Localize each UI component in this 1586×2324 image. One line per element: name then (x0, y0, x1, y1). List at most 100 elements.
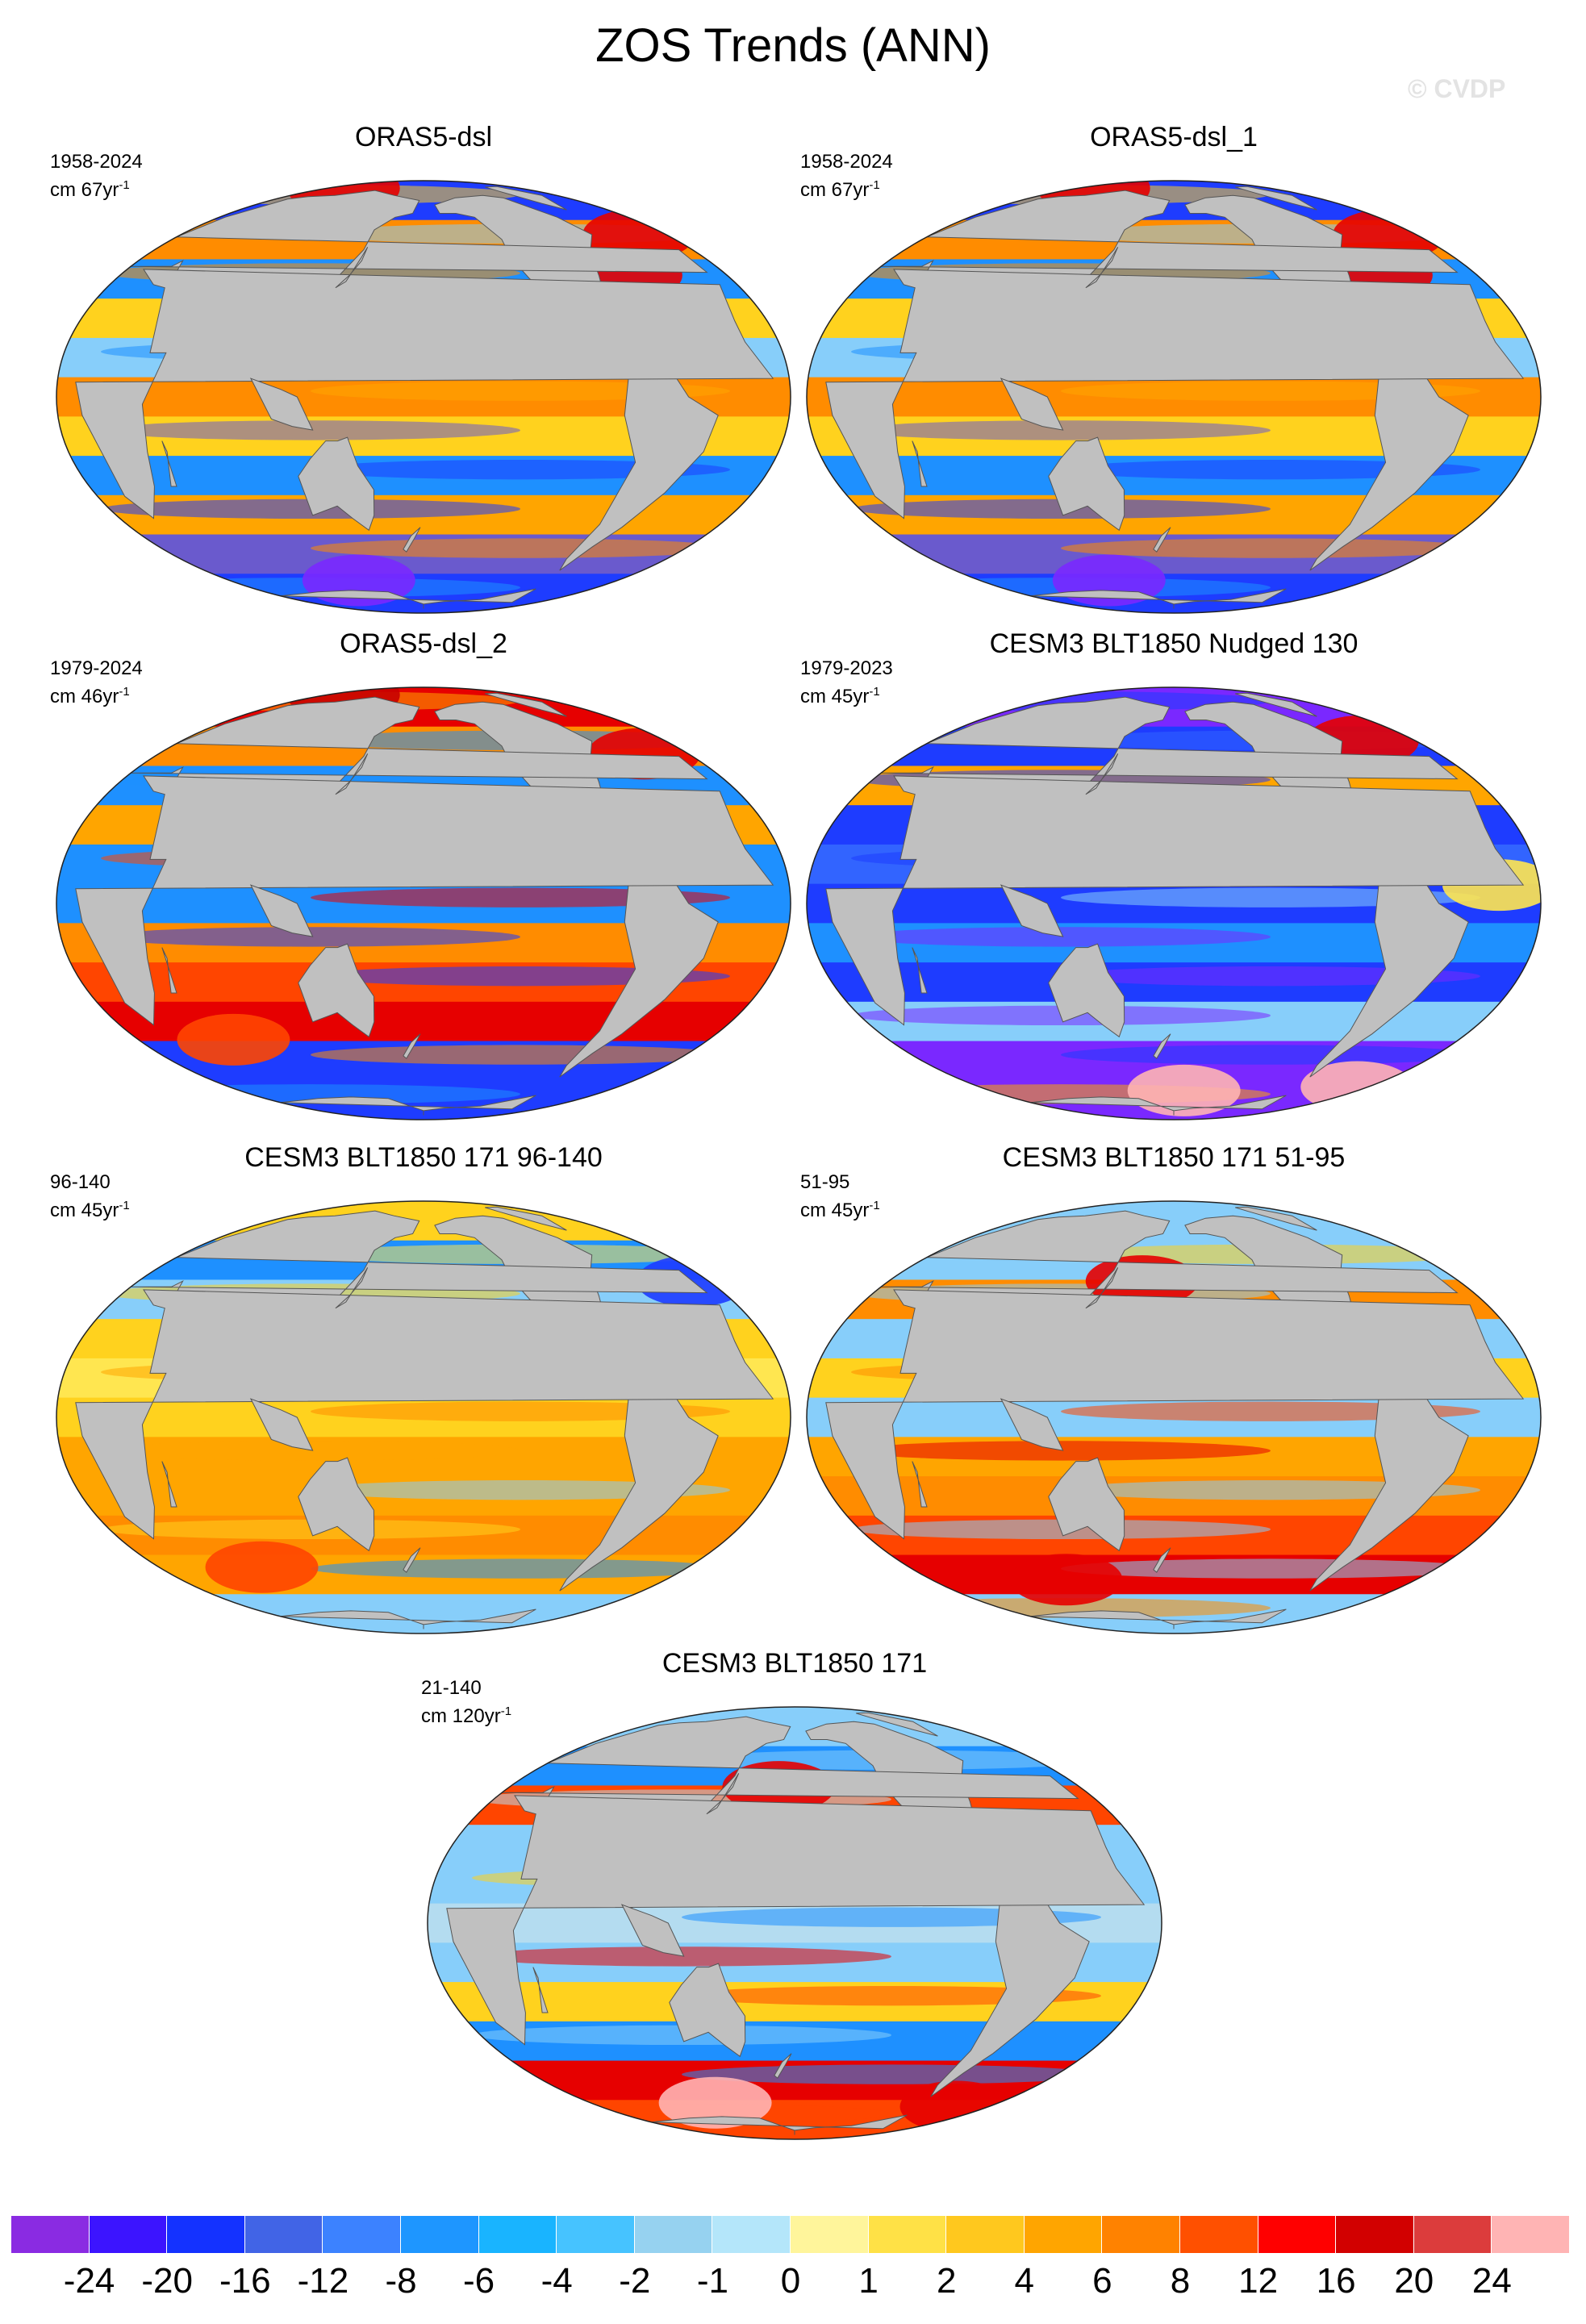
africa-land (825, 775, 1525, 1026)
colorbar-tick-label: -16 (219, 2261, 271, 2301)
south-america-land (559, 1379, 719, 1592)
panel-period-units: 1979-2023 cm 45yr-1 (800, 657, 893, 708)
colorbar-tick-label: -4 (540, 2261, 573, 2301)
madagascar-land (161, 947, 177, 994)
colorbar-segment (323, 2216, 401, 2253)
south-america-land (1309, 866, 1469, 1078)
panel-title: CESM3 BLT1850 171 51-95 (1002, 1142, 1346, 1173)
colorbar-tick-label: -8 (385, 2261, 417, 2301)
colorbar-segment (1492, 2216, 1570, 2253)
colorbar-segment (1179, 2216, 1258, 2253)
world-map (427, 1706, 1162, 2140)
map-outline (806, 1200, 1542, 1634)
antarctica-land (280, 588, 536, 609)
map-panel-oras5-dsl-2: ORAS5-dsl_2 1979-2024 cm 46yr-1 (48, 628, 799, 1128)
units-label: cm 45yr (800, 686, 870, 707)
japan-land (706, 1773, 740, 1815)
ocean-trend-streak (1061, 887, 1480, 907)
antarctica-land (280, 1095, 536, 1116)
period-label: 1979-2023 (800, 657, 893, 679)
indonesia-land (1000, 378, 1064, 431)
south-america-land (559, 359, 719, 571)
ocean-trend-streak (1061, 381, 1480, 401)
panel-period-units: 51-95 cm 45yr-1 (800, 1170, 880, 1222)
colorbar-tick-label: 0 (780, 2261, 801, 2301)
indonesia-land (620, 1904, 685, 1957)
period-label: 51-95 (800, 1171, 850, 1193)
units-exponent: -1 (119, 1199, 130, 1212)
colorbar-segment (478, 2216, 557, 2253)
units-label: cm 67yr (50, 179, 119, 201)
ocean-trend-streak (851, 420, 1271, 440)
ocean-trend-streak (311, 887, 730, 907)
colorbar-segment (790, 2216, 869, 2253)
colorbar-tick-label: -2 (619, 2261, 651, 2301)
world-map (56, 1200, 791, 1634)
ocean-trend-streak (1061, 966, 1480, 987)
units-label: cm 120yr (421, 1705, 501, 1727)
panel-title: ORAS5-dsl (354, 122, 493, 152)
ocean-trend-streak (311, 538, 730, 558)
map-panel-cesm3-171-51-95: CESM3 BLT1850 171 51-95 51-95 cm 45yr-1 (799, 1141, 1549, 1642)
period-label: 1958-2024 (800, 151, 893, 173)
trend-hotspot (658, 2076, 772, 2129)
ocean-trend-streak (101, 1441, 520, 1461)
colorbar-tick-label: 8 (1170, 2261, 1191, 2301)
world-map (806, 686, 1542, 1120)
australia-land (298, 436, 375, 532)
watermark: © CVDP (1408, 74, 1506, 103)
ocean-trend-streak (311, 459, 730, 480)
colorbar-segment (946, 2216, 1025, 2253)
units-exponent: -1 (119, 178, 130, 192)
colorbar-tick-label: 1 (858, 2261, 879, 2301)
units-exponent: -1 (500, 1704, 512, 1718)
ocean-trend-streak (851, 1441, 1271, 1461)
new-zealand-land (1153, 1547, 1171, 1573)
colorbar-tick-label: -20 (141, 2261, 193, 2301)
period-label: 1958-2024 (50, 151, 143, 173)
map-outline (56, 686, 791, 1120)
australia-land (1048, 1457, 1125, 1552)
trend-hotspot (1009, 1554, 1123, 1606)
south-america-land (559, 866, 719, 1078)
madagascar-land (161, 1461, 177, 1508)
panel-title: CESM3 BLT1850 171 96-140 (244, 1142, 603, 1173)
madagascar-land (912, 440, 928, 487)
colorbar-tick-label: 2 (936, 2261, 957, 2301)
trend-hotspot (1127, 1064, 1241, 1116)
panel-title: CESM3 BLT1850 171 (662, 1648, 928, 1679)
greenland-land (1235, 186, 1317, 211)
africa-land (446, 1795, 1146, 2046)
new-zealand-land (1153, 527, 1171, 553)
colorbar-tick-label: 6 (1092, 2261, 1112, 2301)
map-panel-cesm3-171: CESM3 BLT1850 171 21-140 cm 120yr-1 (419, 1647, 1170, 2147)
australia-land (669, 1963, 746, 2058)
antarctica-land (1030, 588, 1287, 609)
ocean-trend-streak (1061, 538, 1480, 558)
madagascar-land (912, 947, 928, 994)
ocean-trend-streak (311, 1045, 730, 1065)
units-exponent: -1 (869, 178, 880, 192)
indonesia-land (249, 884, 314, 937)
colorbar-segment (244, 2216, 323, 2253)
new-zealand-land (1153, 1033, 1171, 1059)
panel-period-units: 21-140 cm 120yr-1 (421, 1676, 511, 1728)
japan-land (335, 1267, 369, 1309)
panel-title: CESM3 BLT1850 Nudged 130 (989, 628, 1359, 659)
south-america-land (1309, 1379, 1469, 1592)
trend-hotspot (205, 1541, 319, 1593)
colorbar-tick-label: 4 (1014, 2261, 1035, 2301)
colorbar-segment (89, 2216, 168, 2253)
units-exponent: -1 (869, 685, 880, 699)
colorbar-tick-label: 20 (1394, 2261, 1434, 2301)
indonesia-land (249, 1398, 314, 1451)
map-outline (427, 1706, 1162, 2140)
period-label: 21-140 (421, 1677, 482, 1699)
south-america-land (1309, 359, 1469, 571)
panel-period-units: 1958-2024 cm 67yr-1 (800, 150, 893, 202)
south-america-land (930, 1885, 1090, 2097)
ocean-trend-streak (682, 1985, 1101, 2006)
australia-land (298, 1457, 375, 1552)
colorbar-segment (1024, 2216, 1103, 2253)
colorbar-segment (634, 2216, 713, 2253)
